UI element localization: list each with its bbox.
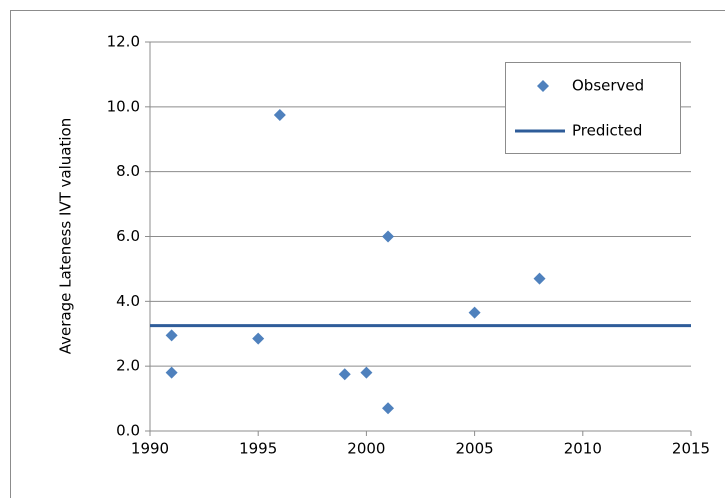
point	[533, 272, 546, 285]
x-tick-label: 2005	[456, 440, 494, 458]
y-tick-label: 0.0	[116, 422, 140, 440]
y-axis-label: Average Lateness IVT valuation	[57, 118, 75, 354]
y-tick-label: 12.0	[107, 33, 140, 51]
x-tick-label: 1995	[239, 440, 277, 458]
y-tick-label: 10.0	[107, 97, 140, 115]
point	[468, 306, 481, 319]
x-tick-label: 2000	[347, 440, 385, 458]
y-tick-label: 6.0	[116, 227, 140, 245]
y-tick-label: 8.0	[116, 162, 140, 180]
legend-box	[505, 62, 681, 154]
point	[338, 368, 351, 381]
legend-label: Observed	[572, 77, 644, 95]
point	[252, 332, 265, 345]
legend-marker	[537, 80, 549, 92]
point	[360, 366, 373, 379]
x-tick-label: 2015	[672, 440, 710, 458]
point	[273, 108, 286, 121]
point	[382, 402, 395, 415]
x-tick-label: 1990	[131, 440, 169, 458]
legend-label: Predicted	[572, 122, 642, 140]
point	[382, 230, 395, 243]
point	[165, 366, 178, 379]
y-tick-label: 2.0	[116, 357, 140, 375]
y-tick-label: 4.0	[116, 292, 140, 310]
x-tick-label: 2010	[564, 440, 602, 458]
point	[165, 329, 178, 342]
